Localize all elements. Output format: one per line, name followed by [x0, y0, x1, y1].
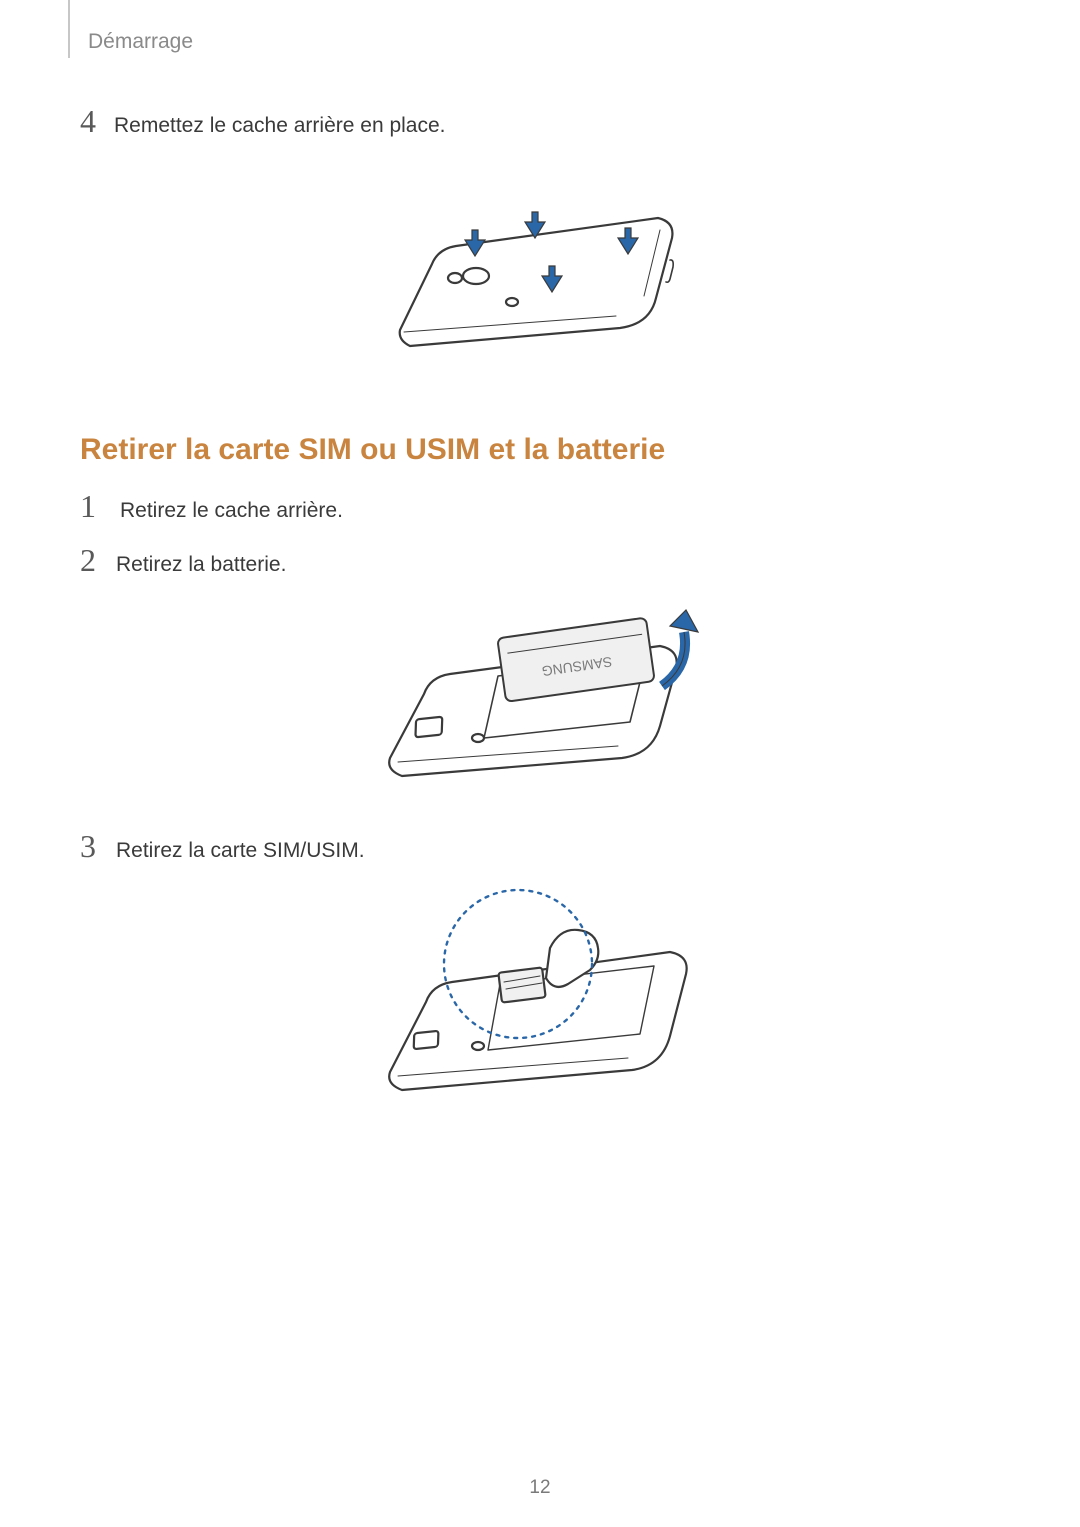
breadcrumb: Démarrage — [88, 30, 193, 54]
step-4: 4 Remettez le cache arrière en place. — [80, 105, 446, 138]
section-heading: Retirer la carte SIM ou USIM et la batte… — [80, 433, 665, 467]
diagram-remove-battery: SAMSUNG — [0, 598, 1080, 804]
step-text-3: Retirez la carte SIM/USIM. — [116, 837, 365, 863]
step-2: 2 Retirez la batterie. — [80, 544, 286, 577]
step-number-4: 4 — [80, 105, 96, 137]
diagram-back-cover — [0, 160, 1080, 390]
step-number-3: 3 — [80, 830, 96, 862]
step-number-1: 1 — [80, 490, 96, 522]
step-text-4: Remettez le cache arrière en place. — [114, 112, 446, 138]
step-3: 3 Retirez la carte SIM/USIM. — [80, 830, 365, 863]
header-divider — [68, 0, 70, 58]
step-text-1: Retirez le cache arrière. — [120, 497, 343, 523]
step-number-2: 2 — [80, 544, 96, 576]
step-text-2: Retirez la batterie. — [116, 551, 286, 577]
step-1: 1 Retirez le cache arrière. — [80, 490, 343, 523]
diagram-remove-sim — [0, 884, 1080, 1120]
page-number: 12 — [0, 1477, 1080, 1499]
